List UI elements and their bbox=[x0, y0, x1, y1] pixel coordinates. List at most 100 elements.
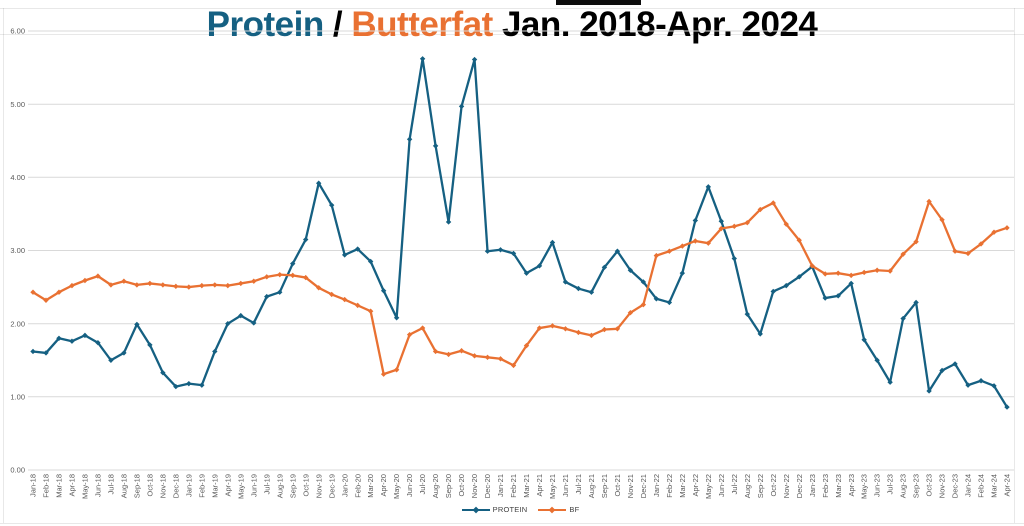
x-tick-label: Jul-22 bbox=[730, 474, 739, 494]
x-tick-label: Sep-20 bbox=[444, 474, 453, 498]
data-point-marker bbox=[861, 269, 867, 276]
data-point-marker bbox=[458, 348, 465, 354]
x-tick-label: Jan-22 bbox=[652, 474, 661, 497]
x-tick-label: Mar-21 bbox=[522, 474, 531, 498]
x-tick-label: Mar-20 bbox=[366, 474, 375, 498]
data-point-marker bbox=[627, 309, 634, 316]
x-tick-label: Feb-23 bbox=[821, 474, 830, 498]
x-axis-labels: Jan-18 Feb-18 Mar-18 Apr-18 May-18 Jun-18 Jul-… bbox=[29, 474, 1012, 499]
data-point-marker bbox=[562, 326, 569, 332]
data-point-marker bbox=[121, 350, 127, 356]
chart-border-right bbox=[1014, 8, 1015, 523]
data-point-marker bbox=[822, 271, 828, 277]
data-point-marker bbox=[523, 270, 530, 276]
data-point-marker bbox=[523, 342, 530, 349]
data-point-marker bbox=[965, 250, 971, 257]
data-point-marker bbox=[536, 263, 543, 269]
title-protein: Protein bbox=[206, 5, 325, 44]
data-point-marker bbox=[536, 325, 543, 331]
data-point-marker bbox=[471, 353, 478, 359]
x-tick-label: Aug-19 bbox=[275, 474, 284, 498]
data-point-marker bbox=[1004, 225, 1010, 231]
x-tick-label: Feb-19 bbox=[197, 474, 206, 498]
x-tick-label: Oct-20 bbox=[457, 474, 466, 497]
data-point-marker bbox=[238, 280, 244, 287]
x-tick-label: May-19 bbox=[236, 474, 245, 499]
data-point-marker bbox=[121, 278, 127, 284]
data-point-marker bbox=[290, 260, 296, 267]
series-line bbox=[31, 57, 1009, 409]
x-tick-label: Aug-20 bbox=[431, 474, 440, 498]
data-point-marker bbox=[796, 237, 802, 243]
legend-item-bf: BF bbox=[537, 505, 579, 514]
x-tick-label: Apr-19 bbox=[223, 474, 232, 497]
x-tick-label: Feb-22 bbox=[665, 474, 674, 498]
x-tick-label: Oct-23 bbox=[925, 474, 934, 497]
x-tick-label: Mar-22 bbox=[678, 474, 687, 498]
y-tick-label: 0.00 bbox=[10, 466, 25, 475]
data-point-marker bbox=[445, 351, 452, 358]
data-point-marker bbox=[588, 289, 595, 295]
data-point-marker bbox=[991, 229, 997, 235]
y-axis-labels: 0.00 1.00 2.00 3.00 4.00 5.00 6.00 bbox=[10, 27, 25, 475]
x-tick-label: Nov-22 bbox=[782, 474, 791, 498]
x-tick-label: Apr-22 bbox=[691, 474, 700, 497]
data-point-marker bbox=[43, 297, 49, 303]
data-point-marker bbox=[679, 243, 686, 249]
data-point-marker bbox=[809, 263, 815, 269]
x-tick-label: Mar-23 bbox=[834, 474, 843, 498]
x-tick-label: Aug-21 bbox=[587, 474, 596, 498]
data-point-marker bbox=[887, 268, 893, 274]
x-tick-label: Jul-21 bbox=[574, 474, 583, 494]
data-point-marker bbox=[666, 248, 673, 254]
x-tick-label: Oct-19 bbox=[301, 474, 310, 497]
data-point-marker bbox=[367, 308, 374, 314]
data-point-marker bbox=[419, 56, 426, 62]
data-point-marker bbox=[328, 291, 335, 298]
data-point-marker bbox=[666, 299, 673, 306]
data-point-marker bbox=[316, 285, 322, 291]
data-point-marker bbox=[160, 369, 166, 376]
data-point-marker bbox=[874, 357, 880, 363]
data-point-marker bbox=[731, 255, 737, 262]
x-tick-label: Feb-21 bbox=[509, 474, 518, 498]
y-tick-label: 3.00 bbox=[10, 246, 25, 255]
x-tick-label: May-20 bbox=[392, 474, 401, 499]
data-point-marker bbox=[354, 246, 361, 252]
x-tick-label: Nov-20 bbox=[470, 474, 479, 498]
data-point-marker bbox=[393, 315, 400, 321]
data-point-marker bbox=[718, 225, 724, 232]
data-point-marker bbox=[147, 342, 153, 348]
x-tick-label: Jul-20 bbox=[418, 474, 427, 494]
data-point-marker bbox=[380, 371, 387, 377]
data-point-marker bbox=[290, 272, 296, 279]
x-tick-label: Aug-18 bbox=[120, 474, 129, 498]
data-point-marker bbox=[510, 250, 517, 257]
data-point-marker bbox=[160, 282, 166, 288]
data-point-marker bbox=[69, 338, 75, 344]
x-tick-label: Nov-23 bbox=[938, 474, 947, 498]
x-tick-label: Apr-20 bbox=[379, 474, 388, 497]
data-point-marker bbox=[783, 282, 789, 289]
series-line bbox=[31, 200, 1009, 376]
data-point-marker bbox=[380, 288, 387, 294]
data-point-marker bbox=[225, 282, 231, 289]
data-point-marker bbox=[653, 296, 660, 302]
data-point-marker bbox=[406, 331, 413, 338]
data-point-marker bbox=[186, 380, 192, 387]
x-tick-label: Jan-19 bbox=[184, 474, 193, 497]
data-point-marker bbox=[549, 239, 556, 246]
data-point-marker bbox=[108, 282, 114, 288]
data-point-marker bbox=[147, 280, 153, 287]
data-point-marker bbox=[264, 293, 270, 300]
data-point-marker bbox=[199, 382, 205, 388]
x-tick-label: Nov-18 bbox=[158, 474, 167, 498]
spreadsheet-gridline-bottom bbox=[0, 523, 1024, 524]
data-point-marker bbox=[43, 350, 49, 356]
data-point-marker bbox=[588, 332, 595, 339]
data-point-marker bbox=[69, 282, 75, 289]
data-point-marker bbox=[874, 267, 880, 273]
data-point-marker bbox=[744, 311, 750, 317]
data-point-marker bbox=[82, 332, 88, 339]
